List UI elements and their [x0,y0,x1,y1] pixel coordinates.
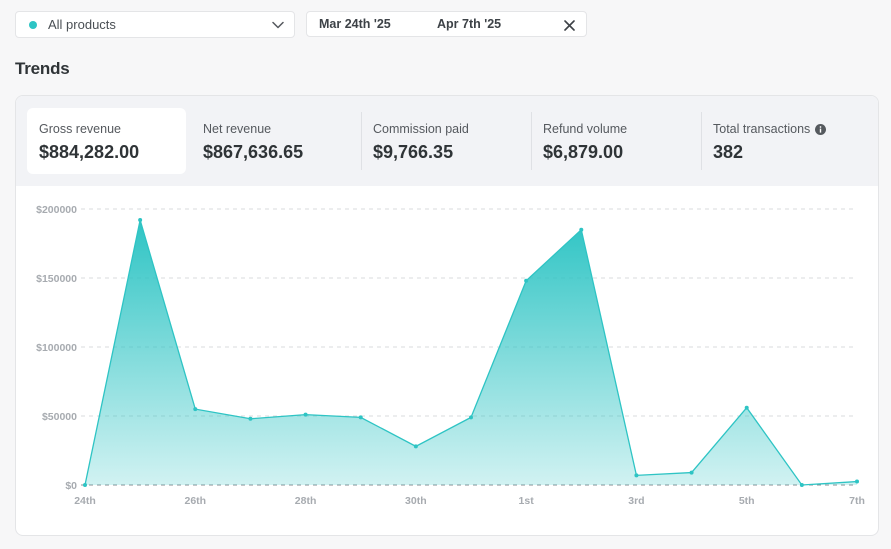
metric-value: $9,766.35 [373,142,454,162]
trends-card: Gross revenue $884,282.00 Net revenue $8… [15,95,879,536]
x-tick-label: 5th [739,495,755,507]
metric-value: $867,636.65 [203,142,304,162]
y-tick-label: $200000 [36,204,77,216]
metric-gross-revenue[interactable]: Gross revenue $884,282.00 [27,108,186,174]
y-tick-label: $100000 [36,342,77,354]
product-filter-label: All products [48,17,116,32]
x-tick-label: 30th [405,495,427,507]
gross-revenue-area-chart: $0 $50000 $100000 $150000 $200000 24th 26th 28… [36,204,865,507]
series-area [85,220,857,485]
data-point[interactable] [579,227,584,232]
close-icon[interactable] [561,17,577,33]
data-point[interactable] [83,483,87,487]
date-range-picker[interactable]: Mar 24th '25 Apr 7th '25 [306,11,587,37]
x-tick-label: 26th [184,495,206,507]
metric-value: 382 [713,142,744,162]
metric-divider [531,112,532,170]
data-point[interactable] [193,407,198,412]
data-point[interactable] [689,470,694,475]
x-tick-label: 28th [295,495,317,507]
data-point[interactable] [744,405,749,410]
metric-divider [701,112,702,170]
metric-value: $6,879.00 [543,142,624,162]
data-point[interactable] [413,444,418,449]
metric-refund-volume[interactable]: Refund volume $6,879.00 [531,108,701,174]
data-point[interactable] [855,479,859,484]
metric-label: Refund volume [543,122,628,136]
data-point[interactable] [524,278,529,283]
section-title: Trends [15,59,70,78]
x-tick-label: 3rd [628,495,644,507]
data-point[interactable] [138,218,143,223]
chevron-down-icon [272,21,284,29]
metric-value: $884,282.00 [39,142,140,162]
y-tick-label: $0 [65,480,77,492]
data-point[interactable] [248,416,253,421]
x-tick-label: 1st [519,495,535,507]
y-tick-label: $50000 [42,411,77,423]
data-point[interactable] [799,483,804,487]
data-point[interactable] [634,473,639,478]
data-point[interactable] [358,415,363,420]
data-point[interactable] [303,412,308,417]
data-point[interactable] [469,415,473,420]
metric-label: Commission paid [373,122,469,136]
metric-divider [361,112,362,170]
product-filter-select[interactable]: All products [15,11,295,38]
metric-label: Total transactions [713,122,811,136]
metric-total-transactions[interactable]: Total transactions 382 [701,108,871,174]
metric-net-revenue[interactable]: Net revenue $867,636.65 [191,108,361,174]
metric-label: Gross revenue [39,122,121,136]
date-end[interactable]: Apr 7th '25 [437,17,502,31]
x-tick-label: 24th [74,495,96,507]
metrics-bar: Gross revenue $884,282.00 Net revenue $8… [16,96,878,186]
metric-label-row: Total transactions [713,122,859,136]
y-tick-label: $150000 [36,273,77,285]
metric-label: Net revenue [203,122,272,136]
product-color-dot [29,20,37,29]
metric-commission-paid[interactable]: Commission paid $9,766.35 [361,108,531,174]
date-start[interactable]: Mar 24th '25 [319,17,391,31]
x-tick-label: 7th [849,495,865,507]
info-icon[interactable] [815,123,827,135]
